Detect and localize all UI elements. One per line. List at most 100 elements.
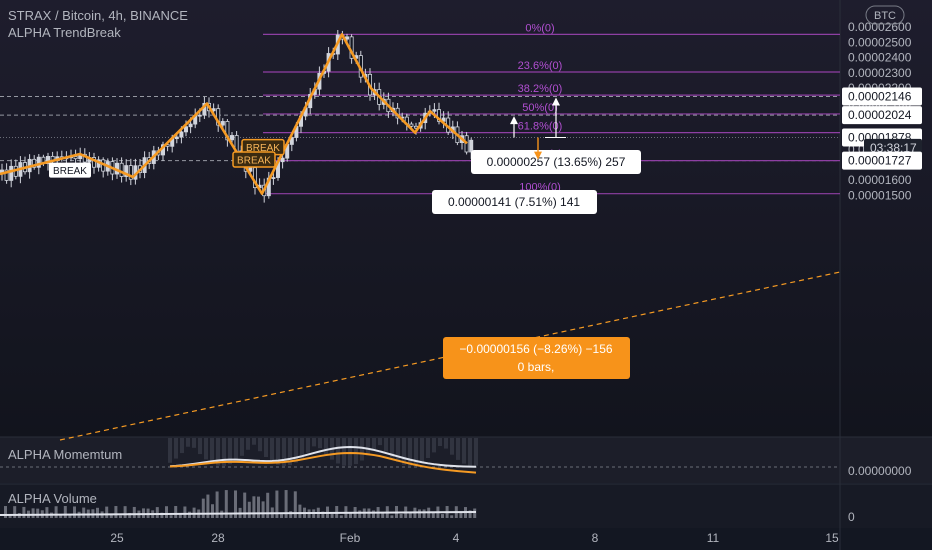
volume-bar <box>321 511 325 518</box>
fib-level-label: 50%(0) <box>522 102 557 114</box>
measure-callout-bg <box>443 337 630 379</box>
momentum-bar <box>168 438 172 463</box>
measure-callout-text: 0.00000257 (13.65%) 257 <box>487 155 626 169</box>
candle-body <box>92 157 97 168</box>
momentum-bar <box>372 438 376 450</box>
momentum-bar <box>390 438 394 458</box>
momentum-bar <box>222 438 226 466</box>
y-tick-label: 0.00002400 <box>848 51 912 65</box>
momentum-bar <box>432 438 436 453</box>
volume-ma-line <box>0 511 477 516</box>
volume-bar <box>473 508 477 518</box>
volume-bar <box>169 515 173 518</box>
volume-bar <box>293 491 297 518</box>
volume-bar <box>4 506 7 518</box>
momentum-bar <box>384 438 388 452</box>
y-tick-label: 0.00002500 <box>848 35 912 49</box>
break-label[interactable]: BREAK <box>49 162 91 178</box>
candle-body <box>183 126 188 133</box>
momentum-bar <box>240 438 244 456</box>
candle-body <box>271 177 276 179</box>
momentum-bar <box>180 438 184 454</box>
candle-body <box>119 162 124 177</box>
measure-callout-text: −0.00000156 (−8.26%) −156 <box>459 342 612 356</box>
volume-bar <box>201 498 205 518</box>
measure-arrow-head <box>510 116 518 125</box>
break-label-text: BREAK <box>53 166 87 177</box>
momentum-bar <box>444 438 448 449</box>
volume-bar <box>298 504 302 518</box>
volume-bar <box>132 506 136 518</box>
x-tick-label: 4 <box>453 531 460 545</box>
candle-body <box>73 156 78 160</box>
momentum-bar <box>252 438 256 445</box>
momentum-bar <box>264 438 268 458</box>
volume-bar <box>45 507 49 518</box>
volume-bar <box>284 490 288 518</box>
volume-bar <box>275 490 279 518</box>
momentum-bar <box>300 438 304 459</box>
volume-bar <box>257 496 260 518</box>
momentum-bar <box>366 438 370 456</box>
volume-bar <box>96 507 99 518</box>
measure-callout-box[interactable]: 0.00000257 (13.65%) 257 <box>471 150 641 174</box>
volume-bar <box>8 515 12 518</box>
volume-bar <box>229 514 233 518</box>
candle-body <box>174 136 179 140</box>
y-tick-label: 0.00002300 <box>848 66 912 80</box>
break-label-text: BREAK <box>237 156 271 167</box>
volume-bar <box>372 510 375 518</box>
price-marker-bg <box>842 151 922 170</box>
volume-bar <box>243 492 247 518</box>
volume-bar <box>247 501 251 518</box>
volume-bar <box>13 506 17 518</box>
volume-bar <box>280 514 283 518</box>
volume-bar <box>261 501 265 518</box>
volume-pane-title[interactable]: ALPHA Volume <box>8 491 97 506</box>
momentum-bar <box>378 438 382 446</box>
candle-body <box>280 157 285 163</box>
candle-body <box>179 131 184 138</box>
candle-body <box>32 158 37 168</box>
break-label-box <box>49 162 91 178</box>
candle-body <box>188 123 193 128</box>
price-axis-marker: 0.00002146 <box>842 87 922 106</box>
momentum-bar <box>420 438 424 463</box>
momentum-signal-line <box>169 451 477 474</box>
volume-bar <box>128 512 132 518</box>
volume-bar <box>123 506 127 518</box>
volume-bar <box>22 506 26 518</box>
momentum-bar <box>408 438 412 466</box>
momentum-pane-title[interactable]: ALPHA Momemtum <box>8 447 122 462</box>
momentum-bar <box>450 438 454 455</box>
break-label[interactable]: BREAK <box>232 151 276 168</box>
volume-bar <box>289 511 293 518</box>
trend-zigzag-line <box>0 33 468 195</box>
currency-badge[interactable]: BTC <box>865 5 905 25</box>
momentum-bar <box>354 438 358 465</box>
momentum-bar <box>474 438 478 466</box>
momentum-bar <box>186 438 190 447</box>
volume-bar <box>206 494 210 518</box>
momentum-bar <box>270 438 274 462</box>
price-axis-marker: 0.00002024 <box>842 106 922 125</box>
measure-callout-box[interactable]: 0.00000141 (7.51%) 141 <box>432 190 597 214</box>
volume-bar <box>399 514 403 518</box>
volume-bar <box>59 515 63 518</box>
volume-bar <box>266 492 270 518</box>
volume-bar <box>252 496 256 518</box>
volume-bar <box>468 510 472 518</box>
measure-callout-box[interactable]: −0.00000156 (−8.26%) −156 0 bars, <box>443 337 630 379</box>
measure-arrow-head <box>552 97 560 106</box>
price-marker-text: 0.00002146 <box>848 89 912 103</box>
momentum-bar <box>324 438 328 455</box>
volume-bar <box>63 506 67 518</box>
volume-bar <box>441 514 444 518</box>
indicator-name[interactable]: ALPHA TrendBreak <box>8 25 121 40</box>
candle-body <box>432 109 437 112</box>
volume-bar <box>54 506 58 518</box>
candle-body <box>344 36 349 40</box>
momentum-bar <box>210 438 214 464</box>
momentum-bar <box>204 438 208 460</box>
